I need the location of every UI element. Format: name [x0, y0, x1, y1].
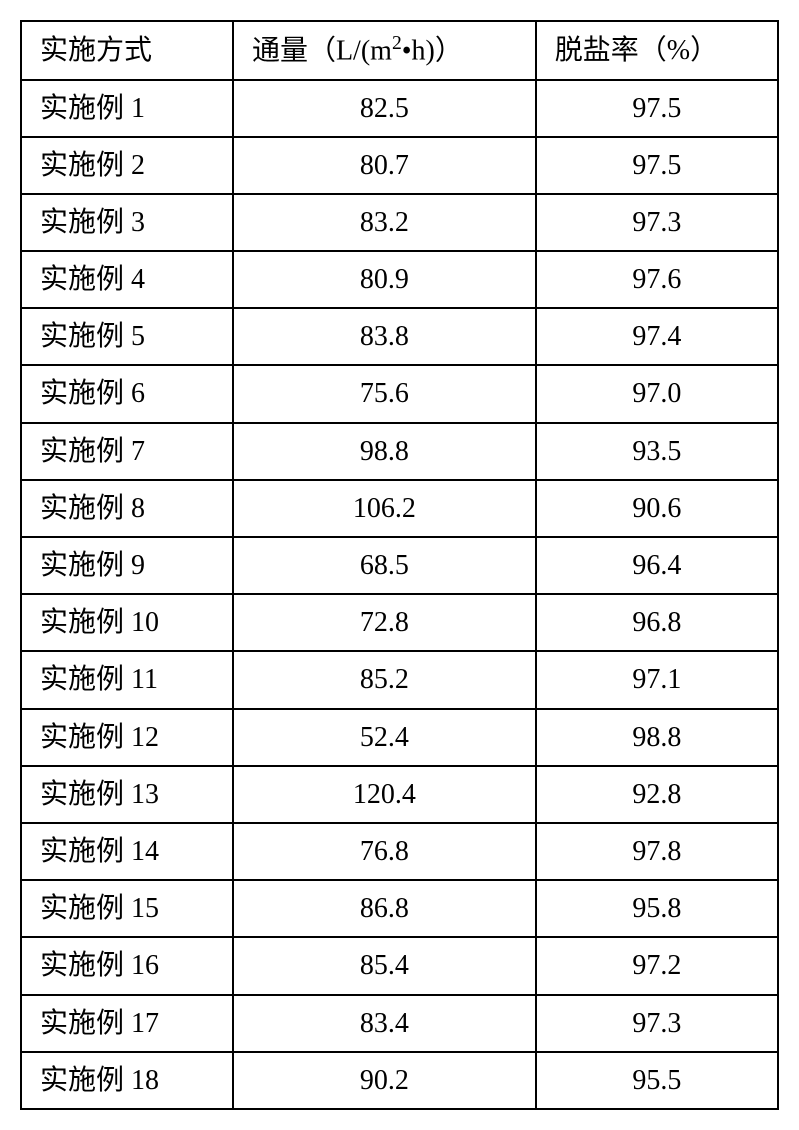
table-row: 实施例 1586.895.8: [21, 880, 778, 937]
cell-method: 实施例 9: [21, 537, 233, 594]
cell-flux: 72.8: [233, 594, 536, 651]
cell-method: 实施例 13: [21, 766, 233, 823]
table-row: 实施例 1890.295.5: [21, 1052, 778, 1109]
cell-flux: 83.2: [233, 194, 536, 251]
cell-method: 实施例 5: [21, 308, 233, 365]
cell-rate: 95.8: [536, 880, 778, 937]
cell-rate: 97.2: [536, 937, 778, 994]
cell-flux: 80.7: [233, 137, 536, 194]
cell-flux: 90.2: [233, 1052, 536, 1109]
cell-method: 实施例 6: [21, 365, 233, 422]
table-row: 实施例 675.697.0: [21, 365, 778, 422]
cell-rate: 97.0: [536, 365, 778, 422]
table-row: 实施例 583.897.4: [21, 308, 778, 365]
table-row: 实施例 1072.896.8: [21, 594, 778, 651]
cell-flux: 82.5: [233, 80, 536, 137]
cell-flux: 80.9: [233, 251, 536, 308]
cell-flux: 52.4: [233, 709, 536, 766]
cell-method: 实施例 15: [21, 880, 233, 937]
table-row: 实施例 1476.897.8: [21, 823, 778, 880]
cell-rate: 96.4: [536, 537, 778, 594]
cell-method: 实施例 10: [21, 594, 233, 651]
cell-method: 实施例 17: [21, 995, 233, 1052]
table-row: 实施例 1252.498.8: [21, 709, 778, 766]
cell-rate: 92.8: [536, 766, 778, 823]
cell-flux: 68.5: [233, 537, 536, 594]
cell-flux: 85.2: [233, 651, 536, 708]
cell-method: 实施例 4: [21, 251, 233, 308]
cell-method: 实施例 8: [21, 480, 233, 537]
cell-rate: 90.6: [536, 480, 778, 537]
table-row: 实施例 1185.297.1: [21, 651, 778, 708]
header-method: 实施方式: [21, 21, 233, 80]
table-row: 实施例 798.893.5: [21, 423, 778, 480]
table-body: 实施例 182.597.5实施例 280.797.5实施例 383.297.3实…: [21, 80, 778, 1109]
cell-rate: 97.1: [536, 651, 778, 708]
cell-flux: 76.8: [233, 823, 536, 880]
cell-flux: 75.6: [233, 365, 536, 422]
cell-rate: 97.3: [536, 194, 778, 251]
cell-flux: 83.4: [233, 995, 536, 1052]
cell-flux: 85.4: [233, 937, 536, 994]
header-flux: 通量（L/(m2•h)）: [233, 21, 536, 80]
cell-method: 实施例 12: [21, 709, 233, 766]
table-row: 实施例 8106.290.6: [21, 480, 778, 537]
cell-rate: 97.6: [536, 251, 778, 308]
cell-flux: 106.2: [233, 480, 536, 537]
cell-method: 实施例 2: [21, 137, 233, 194]
table-row: 实施例 968.596.4: [21, 537, 778, 594]
cell-rate: 97.4: [536, 308, 778, 365]
cell-method: 实施例 1: [21, 80, 233, 137]
cell-method: 实施例 3: [21, 194, 233, 251]
table-row: 实施例 1783.497.3: [21, 995, 778, 1052]
cell-rate: 97.8: [536, 823, 778, 880]
table-row: 实施例 383.297.3: [21, 194, 778, 251]
cell-rate: 98.8: [536, 709, 778, 766]
cell-flux: 98.8: [233, 423, 536, 480]
data-table: 实施方式 通量（L/(m2•h)） 脱盐率（%） 实施例 182.597.5实施…: [20, 20, 779, 1110]
cell-method: 实施例 11: [21, 651, 233, 708]
table-row: 实施例 280.797.5: [21, 137, 778, 194]
header-rate: 脱盐率（%）: [536, 21, 778, 80]
cell-rate: 93.5: [536, 423, 778, 480]
data-table-container: 实施方式 通量（L/(m2•h)） 脱盐率（%） 实施例 182.597.5实施…: [20, 20, 779, 1110]
table-row: 实施例 182.597.5: [21, 80, 778, 137]
cell-rate: 95.5: [536, 1052, 778, 1109]
table-row: 实施例 13120.492.8: [21, 766, 778, 823]
cell-flux: 120.4: [233, 766, 536, 823]
cell-method: 实施例 16: [21, 937, 233, 994]
header-row: 实施方式 通量（L/(m2•h)） 脱盐率（%）: [21, 21, 778, 80]
cell-method: 实施例 14: [21, 823, 233, 880]
cell-rate: 97.3: [536, 995, 778, 1052]
cell-flux: 86.8: [233, 880, 536, 937]
cell-method: 实施例 18: [21, 1052, 233, 1109]
cell-rate: 97.5: [536, 137, 778, 194]
table-row: 实施例 480.997.6: [21, 251, 778, 308]
table-row: 实施例 1685.497.2: [21, 937, 778, 994]
table-header: 实施方式 通量（L/(m2•h)） 脱盐率（%）: [21, 21, 778, 80]
cell-rate: 96.8: [536, 594, 778, 651]
cell-rate: 97.5: [536, 80, 778, 137]
cell-flux: 83.8: [233, 308, 536, 365]
cell-method: 实施例 7: [21, 423, 233, 480]
